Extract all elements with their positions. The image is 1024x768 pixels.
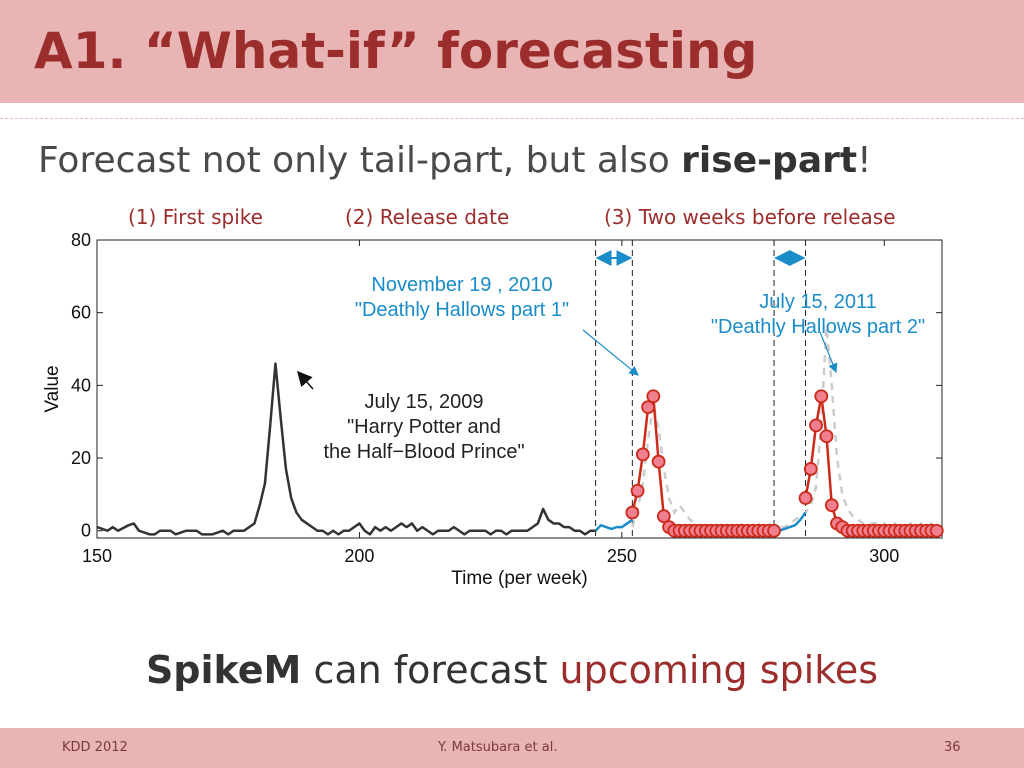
annotation-arrow [297,370,314,390]
subtitle-end: ! [857,140,872,181]
forecast-point [819,429,834,444]
annotation-arrow [582,329,639,376]
footer-conference: KDD 2012 [62,740,128,755]
subtitle-text: Forecast not only tail-part, but also [38,140,682,181]
x-tick-label: 150 [82,546,112,566]
y-tick-label: 60 [71,303,91,323]
series-line-input [594,518,634,532]
y-tick-label: 20 [71,448,91,468]
conclusion: SpikeM can forecast upcoming spikes [0,648,1024,692]
series-line-forecast [804,396,937,532]
forecast-point [814,389,829,404]
footer: KDD 2012 Y. Matsubara et al. 36 [0,728,1024,768]
forecast-point [635,447,650,462]
slide-title: A1. “What-if” forecasting [34,22,758,80]
forecast-point [929,523,944,538]
y-axis-label: Value [42,365,63,412]
phase-label-1: (1) First spike [128,205,263,229]
title-bar [0,0,1024,103]
footer-page-number: 36 [944,740,961,755]
annotation-arrow [819,331,838,374]
annotation-text: November 19 , 2010 [371,274,552,296]
phase-label-2: (2) Release date [345,205,510,229]
forecast-point [824,498,839,513]
footer-authors: Y. Matsubara et al. [438,740,558,755]
forecast-point [641,400,655,415]
forecast-point [630,483,645,498]
conclusion-highlight: upcoming spikes [559,648,879,692]
x-tick-label: 200 [344,546,374,566]
y-tick-label: 80 [71,230,91,250]
series-line-observed [96,362,596,536]
x-tick-label: 250 [607,546,637,566]
subtitle-bold: rise-part [681,140,858,181]
forecast-point [646,389,661,404]
series-line-actual [631,327,938,529]
title-divider [0,118,1024,119]
forecast-point [651,454,666,469]
x-tick-label: 300 [869,546,899,566]
x-axis-label: Time (per week) [451,568,588,589]
forecast-point [809,418,823,433]
y-tick-label: 0 [81,521,91,541]
annotation-text: "Deathly Hallows part 2" [711,316,925,338]
forecast-point [656,509,671,524]
conclusion-text: can forecast [301,648,560,692]
forecast-point [803,462,818,476]
plot-frame [96,239,943,539]
forecast-point [767,523,781,538]
y-tick-label: 40 [71,375,91,395]
conclusion-bold: SpikeM [145,648,302,692]
forecast-point [798,491,813,505]
annotation-text: "Harry Potter and [347,416,501,438]
phase-label-3: (3) Two weeks before release [604,205,896,229]
annotation-text: July 15, 2011 [759,291,877,313]
annotation-text: the Half−Blood Prince" [323,441,524,463]
forecast-point [625,505,640,520]
annotation-text: "Deathly Hallows part 1" [355,299,569,321]
annotation-text: July 15, 2009 [365,391,484,413]
slide-subtitle: Forecast not only tail-part, but also ri… [38,140,872,181]
